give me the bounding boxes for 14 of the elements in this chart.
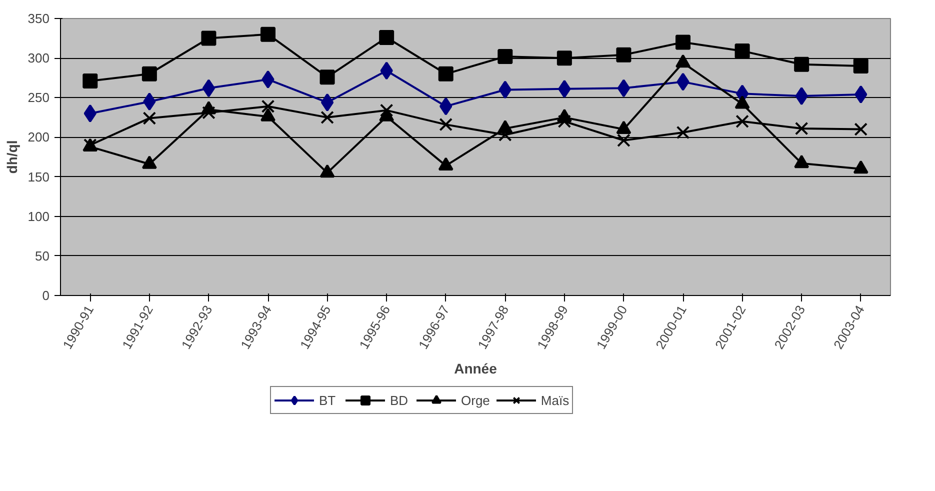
y-tick-label: 0 bbox=[42, 288, 50, 303]
y-tick-label: 300 bbox=[28, 50, 50, 66]
legend-label: BD bbox=[390, 392, 410, 408]
y-tick-label: 150 bbox=[28, 169, 50, 184]
x-axis-title: Année bbox=[454, 360, 498, 376]
y-tick-label: 350 bbox=[28, 11, 50, 26]
y-axis-title: dh/ql bbox=[4, 140, 20, 174]
legend-label: Orge bbox=[461, 392, 490, 408]
legend-label: BT bbox=[319, 392, 337, 408]
y-tick-label: 100 bbox=[28, 208, 50, 224]
y-tick-label: 50 bbox=[35, 248, 50, 264]
y-tick-label: 250 bbox=[28, 90, 50, 106]
y-tick-label: 200 bbox=[28, 130, 50, 145]
legend-label: Maïs bbox=[540, 392, 570, 408]
